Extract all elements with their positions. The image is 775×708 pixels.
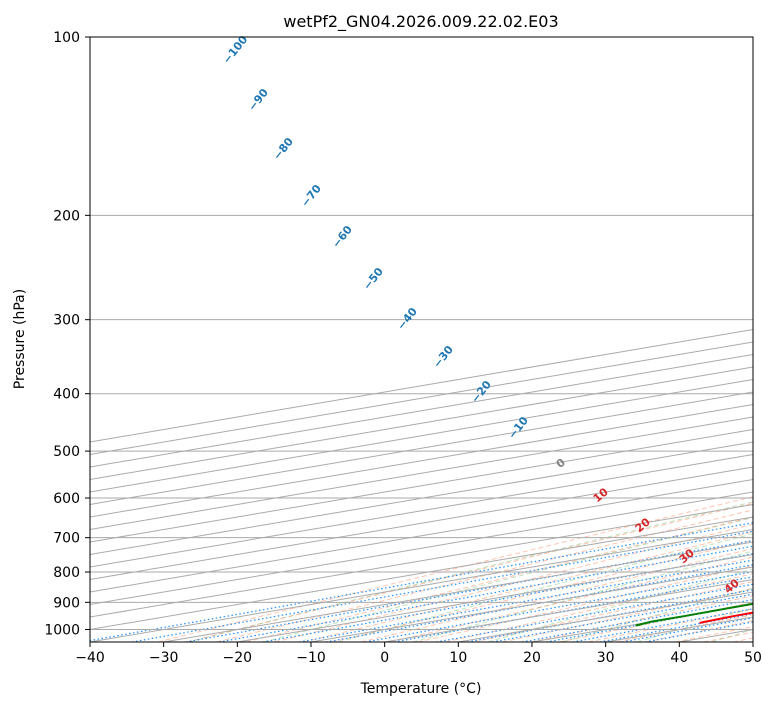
isotherm-line bbox=[90, 478, 753, 593]
x-tick-label: −10 bbox=[296, 650, 326, 666]
y-tick-label: 600 bbox=[53, 491, 80, 507]
isotherm-line bbox=[90, 441, 753, 556]
x-tick-label: 30 bbox=[597, 650, 615, 666]
x-tick-label: 10 bbox=[449, 650, 467, 666]
x-tick-label: 50 bbox=[744, 650, 762, 666]
y-tick-label: 900 bbox=[53, 595, 80, 611]
y-tick-label: 200 bbox=[53, 208, 80, 224]
chart-title: wetPf2_GN04.2026.009.22.02.E03 bbox=[283, 12, 558, 32]
isotherm-line bbox=[90, 428, 753, 543]
mixing-ratio-line bbox=[492, 593, 753, 642]
isotherm-line bbox=[90, 503, 753, 618]
x-tick-label: 20 bbox=[523, 650, 541, 666]
grid-layer bbox=[90, 37, 753, 642]
x-tick-label: 40 bbox=[670, 650, 688, 666]
y-tick-label: 800 bbox=[53, 565, 80, 581]
moist-adiabat bbox=[445, 573, 753, 642]
isotherm-line bbox=[90, 491, 753, 606]
isotherm-line bbox=[90, 528, 753, 642]
x-tick-label: −20 bbox=[223, 650, 253, 666]
isotherm-line bbox=[90, 453, 753, 568]
plot-frame bbox=[89, 36, 754, 643]
moist-adiabat bbox=[360, 547, 753, 642]
x-axis: −40 −30 −20 −10 0 10 20 30 40 50 bbox=[75, 642, 762, 666]
x-tick-label: 0 bbox=[380, 650, 389, 666]
mixing-ratio-line bbox=[467, 589, 753, 642]
y-axis-label: Pressure (hPa) bbox=[12, 289, 28, 389]
y-tick-label: 700 bbox=[53, 531, 80, 547]
y-tick-label: 300 bbox=[53, 313, 80, 329]
mixing-ratio-line bbox=[90, 522, 753, 642]
x-tick-label: −40 bbox=[75, 650, 105, 666]
plot-area bbox=[90, 37, 753, 642]
moist-adiabat bbox=[502, 588, 753, 642]
y-tick-label: 1000 bbox=[44, 622, 80, 638]
isotherm-line bbox=[90, 516, 753, 631]
y-tick-label: 100 bbox=[53, 30, 80, 46]
mixing-ratio-line bbox=[131, 530, 753, 642]
x-axis-label: Temperature (°C) bbox=[360, 681, 482, 697]
x-tick-label: −30 bbox=[149, 650, 179, 666]
moist-adiabat bbox=[388, 556, 753, 642]
mixing-ratio-line bbox=[185, 539, 753, 642]
y-tick-label: 400 bbox=[53, 387, 80, 403]
isotherm-line bbox=[90, 328, 753, 443]
isotherm-line bbox=[90, 466, 753, 581]
mixing-ratio-line bbox=[436, 583, 753, 642]
y-tick-label: 500 bbox=[53, 444, 80, 460]
y-axis: 1000 900 800 700 600 500 400 300 200 100 bbox=[44, 30, 90, 638]
mixing-ratio-line bbox=[218, 545, 753, 642]
